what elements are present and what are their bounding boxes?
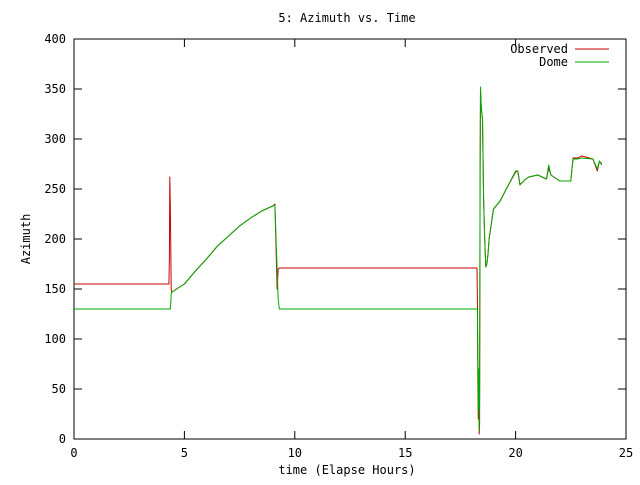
x-axis-label: time (Elapse Hours) — [278, 463, 415, 477]
x-tick-label: 5 — [181, 446, 188, 460]
legend-label-observed: Observed — [510, 42, 568, 56]
y-tick-label: 50 — [52, 382, 66, 396]
y-tick-label: 200 — [44, 232, 66, 246]
y-tick-label: 150 — [44, 282, 66, 296]
series-layer — [74, 86, 603, 435]
y-tick-label: 350 — [44, 82, 66, 96]
legend-label-dome: Dome — [539, 55, 568, 69]
y-tick-label: 400 — [44, 32, 66, 46]
x-tick-label: 10 — [288, 446, 302, 460]
chart-title: 5: Azimuth vs. Time — [278, 11, 415, 25]
x-tick-label: 15 — [398, 446, 412, 460]
y-tick-label: 300 — [44, 132, 66, 146]
y-tick-label: 250 — [44, 182, 66, 196]
x-tick-label: 25 — [619, 446, 633, 460]
y-axis-label: Azimuth — [19, 214, 33, 265]
x-tick-label: 0 — [70, 446, 77, 460]
x-tick-label: 20 — [508, 446, 522, 460]
y-tick-label: 0 — [59, 432, 66, 446]
y-tick-label: 100 — [44, 332, 66, 346]
series-line-dome — [74, 86, 603, 432]
